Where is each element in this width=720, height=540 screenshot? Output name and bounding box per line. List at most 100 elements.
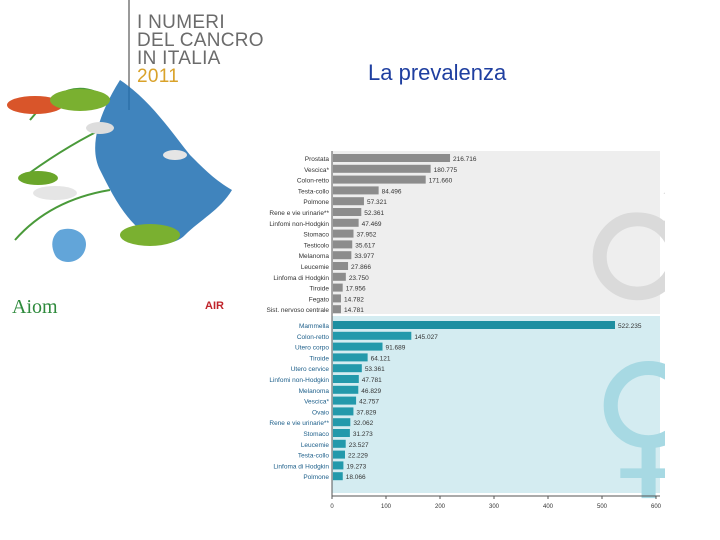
category-label: Vescica* [304,167,329,174]
data-label: 27.866 [351,264,371,271]
bar [333,283,343,292]
bar [333,472,343,481]
header-divider [128,0,130,110]
chart-marks: Prostata 216.716 Vescica* 180.775 Colon-rett… [266,154,662,510]
prevalence-chart: ♂ ♀ Prostata 216.716 Vescica* 180.775 Colon-… [266,149,665,513]
x-tick-label: 300 [489,504,500,510]
category-label: Linfoma di Hodgkin [273,463,329,470]
bar [333,407,354,416]
data-label: 18.066 [346,474,366,481]
brand-year: 2011 [137,66,180,87]
aiom-logo-text: Aiom [12,296,58,318]
data-label: 145.027 [414,334,438,341]
data-label: 31.273 [353,431,373,438]
category-label: Leucemie [301,442,330,449]
x-tick-label: 500 [597,504,608,510]
bar [333,450,346,459]
category-label: Colon-retto [297,334,330,341]
category-label: Melanoma [299,253,330,260]
category-label: Polmone [303,474,329,481]
category-label: Testa-collo [298,188,329,195]
bar [333,294,341,303]
category-label: Mammella [299,323,329,330]
italy-map-illustration [7,80,233,262]
bar [333,396,357,405]
x-tick-label: 100 [381,504,392,510]
category-label: Rene e vie urinarie** [269,420,329,427]
bar [333,321,616,329]
data-label: 57.321 [367,199,387,206]
bar [333,429,350,437]
data-label: 47.469 [362,221,382,228]
data-label: 17.956 [346,286,366,293]
data-label: 42.757 [359,399,379,406]
x-tick-label: 600 [651,504,662,510]
bar [333,461,344,470]
data-label: 47.781 [362,377,382,384]
bar [333,154,451,162]
category-label: Linfomi non-Hodgkin [269,221,329,228]
category-label: Stomaco [303,232,329,239]
data-label: 23.750 [349,275,369,282]
category-label: Utero corpo [295,345,329,352]
female-symbol-icon: ♀ [590,329,665,513]
category-label: Testa-collo [298,453,329,460]
bar [333,331,412,340]
category-label: Melanoma [299,388,330,395]
disc-grey [86,122,114,134]
category-label: Tiroide [309,286,329,293]
bar [333,229,354,238]
data-label: 37.952 [356,232,376,239]
bar [333,218,359,227]
bar [333,418,351,427]
category-label: Testicolo [304,242,330,249]
brand-logo: I NUMERI DEL CANCRO IN ITALIA 2011 [137,12,264,87]
data-label: 14.781 [344,307,364,314]
data-label: 180.775 [434,167,458,174]
category-label: Linfomi non-Hodgkin [269,377,329,384]
disc-green [120,224,180,246]
bar [333,240,353,249]
bar [333,305,341,314]
category-label: Sist. nervoso centrale [266,307,329,314]
bar [333,439,346,448]
bar [333,164,431,173]
bar [333,272,346,281]
x-tick-label: 400 [543,504,554,510]
data-label: 52.361 [364,210,384,217]
sardinia-shape [52,228,86,262]
bar [333,262,349,270]
data-label: 37.829 [356,409,376,416]
airtum-logo-text: AIR [205,300,224,312]
category-label: Colon-retto [297,178,330,185]
data-label: 46.829 [361,388,381,395]
disc-red [7,96,63,114]
brand-line-2: DEL CANCRO [137,30,264,51]
bar [333,375,359,383]
italy-map-shape [95,80,233,243]
disc-green [18,171,58,185]
data-label: 216.716 [453,156,477,163]
category-label: Tiroide [309,355,329,362]
bar [333,342,383,351]
male-symbol-icon: ♂ [580,149,665,336]
bar [333,364,362,373]
category-label: Stomaco [303,431,329,438]
data-label: 19.273 [346,463,366,470]
category-label: Ovaio [312,409,329,416]
data-label: 53.361 [365,366,385,373]
bar [333,251,352,260]
brand-line-3: IN ITALIA [137,48,221,69]
category-label: Leucemie [301,264,330,271]
slide-title: La prevalenza [368,60,507,85]
brand-line-1: I NUMERI [137,12,225,33]
disc-green [50,89,110,111]
bar [333,186,379,195]
data-label: 84.496 [382,188,402,195]
category-label: Utero cervice [291,366,330,373]
category-label: Polmone [303,199,329,206]
data-label: 32.062 [353,420,373,427]
category-label: Vescica* [304,399,329,406]
data-label: 171.660 [429,178,453,185]
data-label: 22.229 [348,453,368,460]
